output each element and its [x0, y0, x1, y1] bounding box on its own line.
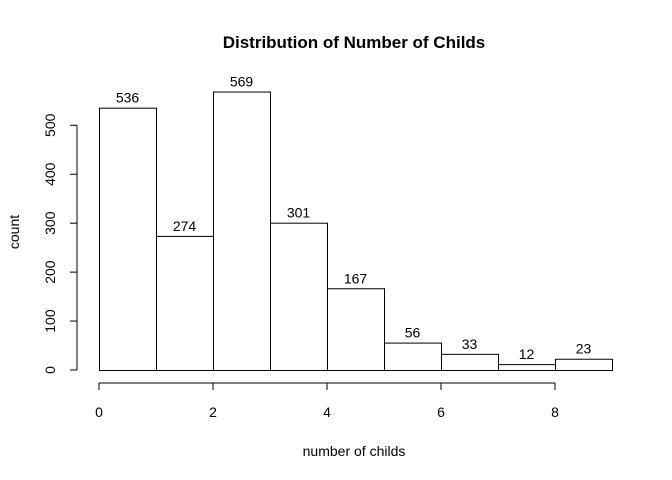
- chart-title: Distribution of Number of Childs: [223, 33, 486, 52]
- x-tick-label: 8: [551, 404, 559, 420]
- bar-value-label: 536: [116, 90, 140, 106]
- histogram-bar: [213, 91, 271, 371]
- histogram-bar: [441, 353, 499, 371]
- bar-value-label: 167: [344, 270, 368, 286]
- y-tick-label: 100: [42, 309, 58, 333]
- histogram-bar: [270, 222, 328, 371]
- histogram-bar: [498, 364, 556, 371]
- bar-labels-group: 536 274 569 301 167 56 33 12 23: [116, 74, 592, 363]
- y-axis-title: count: [6, 215, 22, 249]
- x-tick-label: 0: [95, 404, 103, 420]
- bar-value-label: 12: [519, 346, 535, 362]
- y-tick-label: 400: [42, 162, 58, 186]
- x-axis-title: number of childs: [303, 443, 406, 459]
- histogram-bar: [327, 288, 385, 371]
- y-tick-label: 0: [42, 366, 58, 374]
- histogram-bar: [555, 358, 613, 372]
- bar-value-label: 569: [230, 74, 254, 90]
- y-tick-label: 500: [42, 113, 58, 137]
- bar-value-label: 274: [173, 218, 197, 234]
- y-axis: 0 100 200 300 400 500: [42, 113, 78, 374]
- histogram-bar: [99, 107, 157, 371]
- histogram-bar: [156, 235, 214, 371]
- y-tick-label: 300: [42, 211, 58, 235]
- bars-group: [99, 91, 613, 372]
- x-tick-label: 6: [437, 404, 445, 420]
- bar-value-label: 33: [462, 336, 478, 352]
- x-axis: 0 2 4 6 8: [95, 382, 559, 420]
- bar-value-label: 56: [405, 325, 421, 341]
- x-tick-label: 2: [209, 404, 217, 420]
- bar-value-label: 23: [576, 341, 592, 357]
- bar-value-label: 301: [287, 205, 311, 221]
- histogram-bar: [384, 342, 442, 371]
- x-tick-label: 4: [323, 404, 331, 420]
- y-tick-label: 200: [42, 260, 58, 284]
